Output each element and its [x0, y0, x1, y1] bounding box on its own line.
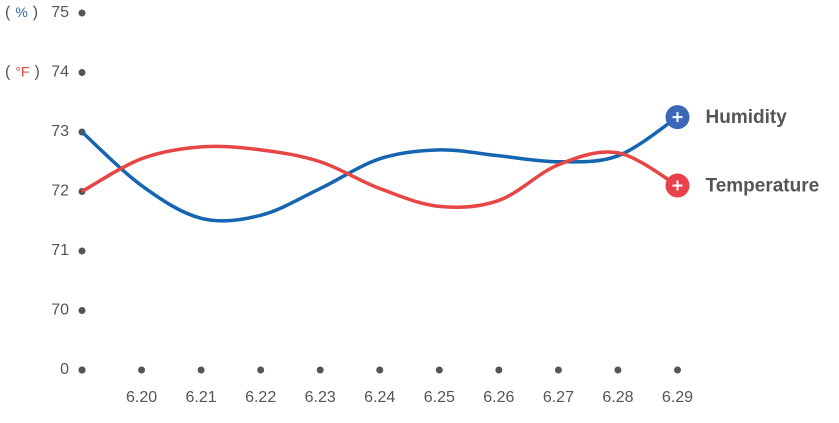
unit-bracket: )	[33, 4, 38, 21]
x-tick-dot	[435, 366, 443, 374]
line	[81, 144, 679, 210]
y-tick-label: 0	[60, 361, 69, 378]
unit-text: %	[15, 4, 27, 20]
y-tick-dot	[78, 9, 86, 17]
x-tick-label: 6.21	[186, 389, 217, 406]
x-tick-dot	[495, 366, 503, 374]
unit-bracket: )	[34, 64, 39, 81]
y-tick-dot	[78, 247, 86, 255]
y-tick-label: 74	[51, 64, 69, 81]
y-tick-label: 73	[51, 123, 69, 140]
x-tick-dot	[674, 366, 681, 374]
x-tick-label: 6.29	[662, 389, 693, 406]
y-tick-dot	[78, 307, 86, 314]
x-tick-dot	[197, 366, 205, 374]
unit-bracket: (	[5, 4, 11, 21]
unit-label: (°F)	[5, 63, 40, 81]
x-tick-label: 6.20	[126, 389, 157, 406]
legend-label: Temperature	[706, 176, 820, 197]
y-tick-label: 71	[51, 242, 69, 259]
x-tick-label: 6.26	[483, 389, 514, 406]
y-tick-label: 72	[51, 183, 69, 200]
x-tick-dot	[316, 366, 324, 374]
legend-label: Humidity	[706, 107, 788, 128]
x-tick-dot	[257, 366, 265, 374]
unit-label: (%)	[5, 4, 38, 22]
x-tick-dot	[78, 366, 86, 374]
x-tick-label: 6.27	[543, 389, 574, 406]
x-tick-label: 6.23	[305, 389, 336, 406]
x-tick-dot	[138, 366, 146, 374]
x-tick-dot	[614, 366, 622, 374]
x-tick-label: 6.25	[424, 389, 455, 406]
y-tick-label: 70	[51, 302, 69, 319]
unit-text: °F	[15, 63, 29, 79]
x-tick-dot	[554, 366, 562, 374]
x-tick-label: 6.22	[245, 389, 276, 406]
y-tick-label: 75	[51, 4, 69, 21]
unit-bracket: (	[5, 64, 11, 81]
line	[80, 115, 679, 223]
y-tick-dot	[78, 69, 86, 76]
x-tick-dot	[376, 366, 384, 374]
x-tick-label: 6.24	[364, 389, 395, 406]
x-tick-label: 6.28	[602, 389, 633, 406]
